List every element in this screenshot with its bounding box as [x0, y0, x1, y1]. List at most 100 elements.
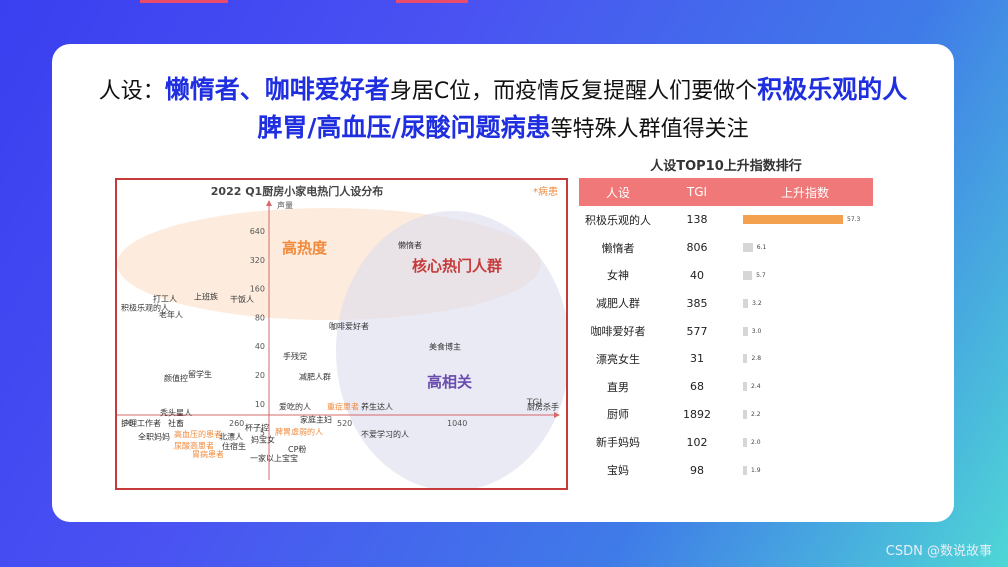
- y-tick-label: 320: [250, 256, 265, 265]
- ranking-row: 懒惰者 806 6.1: [579, 234, 873, 262]
- region-label: 高相关: [427, 373, 472, 391]
- rise-index-value: 57.3: [847, 216, 861, 224]
- x-tick-label: 1040: [447, 419, 467, 428]
- scatter-point-label: 住宿生: [222, 441, 246, 451]
- scatter-point-label: 积极乐观的人: [121, 303, 169, 313]
- headline-highlight-2: 积极乐观的人: [757, 75, 908, 104]
- ranking-persona: 宝妈: [607, 464, 629, 478]
- scatter-point-label: 家庭主妇: [300, 415, 332, 425]
- rise-index-bar: [743, 243, 753, 253]
- y-tick-label: 160: [250, 285, 265, 294]
- scatter-point-label: 秃头星人: [160, 408, 192, 418]
- ranking-rise-index: 2.4: [737, 382, 873, 392]
- x-tick-label: 520: [337, 419, 352, 428]
- col-rise-index: 上升指数: [780, 185, 829, 200]
- scatter-point-label: 全职妈妈: [138, 432, 170, 442]
- rise-index-bar: [743, 465, 747, 475]
- headline-highlight-1: 懒惰者、咖啡爱好者: [164, 75, 390, 104]
- headline-line-2: 脾胃/高血压/尿酸问题病患等特殊人群值得关注: [52, 110, 954, 148]
- ranking-persona: 厨师: [607, 408, 629, 422]
- ranking-tgi: 577: [686, 324, 708, 338]
- rise-index-value: 2.4: [751, 383, 761, 391]
- ranking-row: 厨师 1892 2.2: [579, 401, 873, 429]
- y-tick-label: 5: [260, 429, 265, 438]
- chart-title: 2022 Q1厨房小家电热门人设分布: [211, 184, 383, 198]
- rise-index-value: 6.1: [756, 244, 767, 252]
- rise-index-bar: [743, 437, 747, 447]
- ranking-tgi: 68: [690, 380, 704, 394]
- scatter-point-label: 颜值控: [164, 373, 188, 383]
- ranking-tgi: 385: [686, 296, 708, 310]
- headline-prefix: 人设：: [98, 79, 165, 104]
- scatter-point-label: 爱吃的人: [279, 402, 311, 412]
- scatter-point-label: 脾胃虚弱的人: [275, 427, 323, 437]
- scatter-point-label: 护理工作者: [121, 418, 161, 428]
- scatter-point-label: 一家以上宝宝: [250, 453, 298, 463]
- ranking-rise-index: 2.8: [737, 354, 873, 364]
- ranking-header: 人设 TGI 上升指数: [579, 178, 873, 206]
- ranking-tgi: 102: [686, 435, 708, 449]
- region-label: 核心热门人群: [412, 257, 502, 275]
- ranking-row: 积极乐观的人 138 57.3: [579, 206, 873, 234]
- scatter-point-label: 不爱学习的人: [361, 429, 409, 439]
- rise-index-value: 2.0: [751, 438, 761, 446]
- scatter-svg: 声量 TGI 30 260 520 1040 640 320 160 80 40 20 10 5 高热度核…: [117, 184, 566, 488]
- ranking-rise-index: 1.9: [737, 465, 873, 475]
- region-high-relevance-ellipse: [336, 211, 566, 488]
- x-tick-label: 260: [229, 419, 244, 428]
- ranking-rise-index: 6.1: [737, 243, 873, 253]
- scatter-point-label: 胃病患者: [192, 449, 224, 459]
- scatter-point-label: 老年人: [159, 310, 183, 320]
- scatter-point-label: 重症患者: [327, 402, 359, 412]
- rise-index-bar: [743, 409, 747, 419]
- ranking-row: 女神 40 5.7: [579, 262, 873, 290]
- scatter-point-label: 上班族: [194, 292, 218, 302]
- ranking-title: 人设TOP10上升指数排行: [650, 159, 802, 174]
- ranking-persona: 新手妈妈: [596, 436, 640, 450]
- ranking-rise-index: 3.0: [737, 326, 873, 336]
- ranking-rise-index: 2.0: [737, 437, 873, 447]
- rise-index-value: 3.2: [752, 299, 762, 307]
- slide-card: 人设：懒惰者、咖啡爱好者身居C位，而疫情反复提醒人们要做个积极乐观的人 脾胃/高…: [52, 44, 954, 522]
- scatter-point-label: 打工人: [153, 293, 177, 303]
- scatter-point-label: 留学生: [188, 369, 212, 379]
- scatter-point-label: 社畜: [168, 418, 184, 428]
- scatter-point-label: 养生达人: [361, 402, 393, 412]
- scatter-point-label: 高血压的患者: [174, 429, 222, 439]
- ranking-row: 宝妈 98 1.9: [579, 456, 873, 484]
- region-label: 高热度: [282, 239, 328, 257]
- ranking-tgi: 31: [690, 352, 704, 366]
- scatter-point-label: 懒惰者: [398, 240, 422, 250]
- y-tick-label: 640: [250, 227, 265, 236]
- y-tick-label: 40: [255, 342, 265, 351]
- ranking-rise-index: 57.3: [737, 215, 873, 225]
- y-axis-arrow: [266, 200, 272, 206]
- scatter-point-label: 厨房杀手: [527, 402, 559, 412]
- col-tgi: TGI: [686, 185, 708, 199]
- ranking-tgi: 98: [690, 463, 704, 477]
- rise-index-value: 5.7: [756, 271, 766, 279]
- ranking-rows: 积极乐观的人 138 57.3 懒惰者 806 6.1 女神 40 5.7 减肥人群 385 3.2 咖…: [579, 206, 873, 484]
- scatter-point-label: 杯子控: [245, 422, 269, 432]
- ranking-rise-index: 3.2: [737, 298, 873, 308]
- rise-index-value: 2.8: [751, 355, 762, 363]
- ranking-tgi: 806: [686, 241, 708, 255]
- ranking-rise-index: 2.2: [737, 409, 873, 419]
- rise-index-bar: [743, 354, 748, 364]
- scatter-point-label: 美食博主: [429, 341, 461, 351]
- rise-index-value: 3.0: [751, 327, 762, 335]
- headline-highlight-3: 脾胃/高血压/尿酸问题病患: [257, 113, 551, 142]
- rise-index-bar: [743, 382, 747, 392]
- ranking-persona: 懒惰者: [601, 241, 635, 255]
- ranking-persona: 直男: [607, 380, 629, 394]
- ranking-persona: 积极乐观的人: [585, 213, 651, 227]
- headline: 人设：懒惰者、咖啡爱好者身居C位，而疫情反复提醒人们要做个积极乐观的人 脾胃/高…: [52, 72, 954, 148]
- scatter-point-label: 手残党: [283, 351, 307, 361]
- rise-index-bar: [743, 326, 748, 336]
- ranking-persona: 减肥人群: [596, 297, 640, 311]
- rise-index-bar: [743, 215, 843, 225]
- scatter-point-label: 咖啡爱好者: [329, 321, 369, 331]
- ranking-row: 漂亮女生 31 2.8: [579, 345, 873, 373]
- y-tick-label: 80: [255, 313, 265, 322]
- ranking-row: 新手妈妈 102 2.0: [579, 428, 873, 456]
